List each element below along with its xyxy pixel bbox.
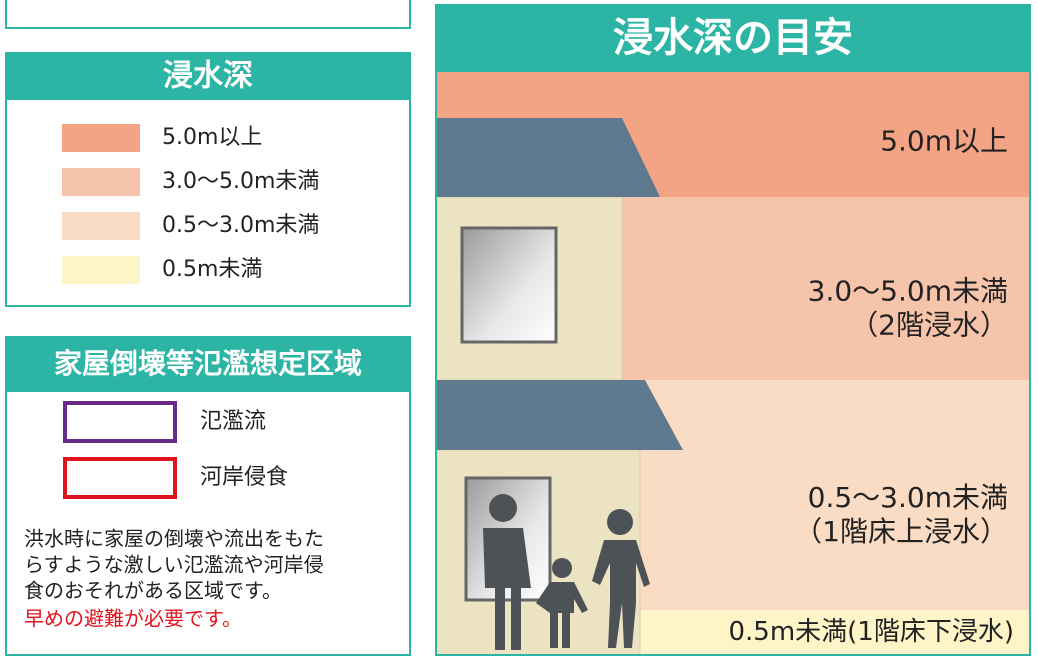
band-label: 0.5m未満(1階床下浸水) (728, 617, 1014, 647)
infographic: 浸水深 家屋倒壊等氾濫想定区域 早めの避難が必要です。 5.0m以上 3.0〜5.… (0, 0, 1038, 658)
person-head (552, 558, 572, 578)
warning: 早めの避難が必要です。 (24, 607, 242, 631)
zone-swatch (65, 459, 175, 497)
legend-label: 0.5〜3.0m未満 (162, 213, 319, 238)
house-roof (436, 118, 660, 197)
person-head (607, 509, 633, 535)
note-line: 洪水時に家屋の倒壊や流出をもた (24, 527, 324, 551)
legend-label: 5.0m以上 (162, 125, 262, 150)
band-sub: （2階浸水） (850, 309, 1008, 342)
zone-label: 河岸侵食 (200, 465, 288, 490)
note-line: 食のおそれがある区域です。 (24, 579, 282, 603)
guide-panel: 5.0m以上 3.0〜5.0m未満（2階浸水） 0.5〜3.0m未満（1階床上浸水）… (436, 5, 1030, 655)
band-label: 3.0〜5.0m未満 (808, 275, 1008, 308)
house-window (462, 228, 556, 342)
band-label: 0.5〜3.0m未満 (808, 481, 1008, 514)
depth-title: 浸水深 (163, 59, 253, 94)
house-roof (436, 380, 683, 450)
legend-swatch (62, 212, 140, 240)
zone-swatch (65, 403, 175, 441)
legend-label: 3.0〜5.0m未満 (162, 169, 319, 194)
band-sub: （1階床上浸水） (794, 515, 1008, 548)
page: {"depth_legend": {"title": "浸水深", "items… (0, 0, 1038, 658)
band-label: 5.0m以上 (880, 125, 1008, 158)
legend-label: 0.5m未満 (162, 257, 262, 282)
zone-label: 氾濫流 (200, 409, 266, 434)
legend-swatch (62, 168, 140, 196)
zone-title: 家屋倒壊等氾濫想定区域 (54, 347, 362, 380)
note-line: らすような激しい氾濫流や河岸侵 (24, 553, 324, 577)
person-head (489, 494, 517, 522)
top-box (6, 0, 410, 28)
legend-swatch (62, 124, 140, 152)
legend-swatch (62, 256, 140, 284)
guide-title: 浸水深の目安 (613, 15, 853, 61)
